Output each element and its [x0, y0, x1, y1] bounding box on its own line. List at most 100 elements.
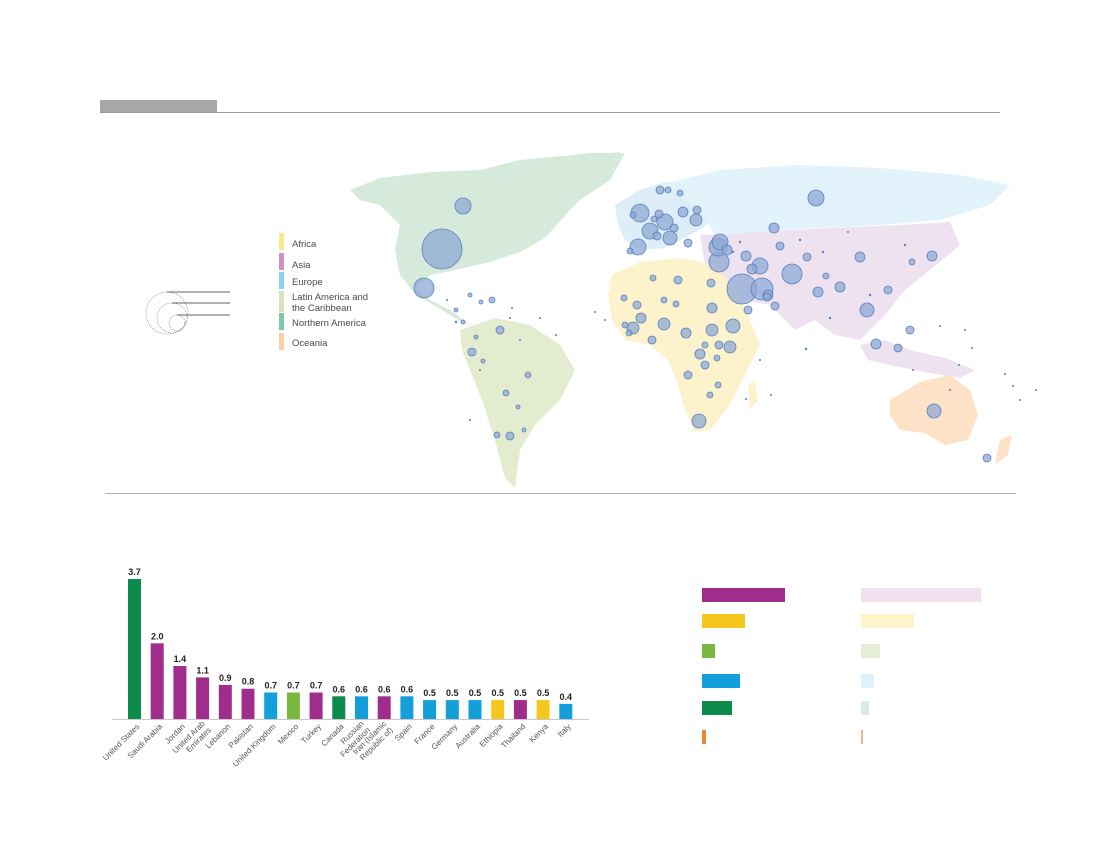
bubble-belgium	[650, 215, 658, 223]
bubble-switzerland	[652, 231, 662, 241]
value-label-france: 0.5	[423, 688, 436, 698]
bar-kenya	[536, 700, 550, 719]
region-bar-b-europe	[861, 674, 874, 688]
bubble-somalia	[743, 305, 753, 315]
bar-iran-islamic-republic-of	[377, 696, 391, 719]
value-label-australia: 0.5	[469, 688, 482, 698]
bar-russian-federation	[355, 696, 368, 719]
bar-australia	[468, 700, 482, 719]
bubble-austria	[669, 223, 679, 233]
bar-pakistan	[241, 688, 255, 719]
value-label-jordan: 1.4	[174, 654, 187, 664]
bubble-pakistan	[781, 263, 803, 285]
region-bar-b-africa	[861, 614, 914, 628]
value-label-turkey: 0.7	[310, 681, 323, 691]
bubble-kuwait	[746, 263, 758, 275]
bubble-chile	[493, 431, 501, 439]
bubble-zimbabwe	[706, 391, 714, 399]
bubble-netherlands	[654, 209, 664, 219]
bar-saudi-arabia	[150, 643, 164, 719]
bubble-brazil	[524, 371, 532, 379]
bubble-greece	[683, 238, 693, 248]
bubble-algeria	[649, 274, 657, 282]
legend-label-europe: Europe	[292, 277, 323, 288]
bubble-bolivia	[502, 389, 510, 397]
value-label-iran-islamic-republic-of: 0.6	[378, 684, 391, 694]
value-label-pakistan: 0.8	[242, 677, 255, 687]
map-small-dots	[446, 231, 1037, 421]
bubble-korea	[908, 258, 916, 266]
region-bar-a-oceania	[702, 730, 706, 744]
legend-label-africa: Africa	[292, 239, 317, 250]
map-southeast-asia	[860, 340, 975, 378]
value-label-spain: 0.6	[401, 684, 414, 694]
bubble-ethiopia	[725, 318, 741, 334]
size-key-large	[145, 291, 189, 335]
map-africa	[608, 258, 760, 432]
bubble-south-africa	[691, 413, 707, 429]
bubble-canada	[454, 197, 472, 215]
bubble-dominican	[488, 296, 496, 304]
value-label-lebanon: 0.9	[219, 673, 232, 683]
bar-united-kingdom	[264, 692, 278, 719]
bubble-iraq	[740, 250, 752, 262]
region-bar-b-asia	[861, 588, 981, 602]
bubble-tanzania	[705, 323, 719, 337]
map-russia	[660, 165, 1010, 235]
region-bar-b-oceania	[861, 730, 863, 744]
bubble-sudan	[706, 302, 718, 314]
bar-united-arab-emirates	[196, 677, 210, 719]
bubble-burkina	[635, 312, 647, 324]
bubble-nigeria	[657, 317, 671, 331]
bubble-mexico	[413, 277, 435, 299]
bubble-germany	[656, 213, 674, 231]
legend-swatch-africa	[279, 233, 284, 250]
value-label-russian-federation: 0.6	[355, 684, 368, 694]
bubble-philippines	[905, 325, 915, 335]
bubble-guinea	[625, 329, 633, 337]
bubble-nepal	[822, 272, 830, 280]
bar-mexico	[286, 692, 300, 719]
bubble-kazakhstan	[768, 222, 780, 234]
bubble-angola	[683, 370, 693, 380]
bubble-japan	[926, 250, 938, 262]
legend-label-asia: Asia	[292, 260, 311, 271]
bar-germany	[445, 700, 459, 719]
bubble-haiti	[478, 299, 484, 305]
bar-jordan	[173, 666, 187, 719]
region-bar-a-latin-america-and-the-caribbean	[702, 644, 715, 658]
value-label-canada: 0.6	[333, 684, 346, 694]
map-madagascar	[748, 380, 758, 410]
map-asia	[700, 222, 960, 340]
value-label-germany: 0.5	[446, 688, 459, 698]
bubble-poland	[677, 206, 689, 218]
bubble-peru	[480, 358, 486, 364]
bubble-portugal	[626, 247, 634, 255]
bubble-united-states	[421, 228, 463, 270]
bubble-cuba	[467, 292, 473, 298]
bubble-niger	[660, 296, 668, 304]
value-label-united-states: 3.7	[128, 567, 141, 577]
bar-italy	[559, 703, 573, 719]
bar-lebanon	[218, 684, 232, 719]
bubble-belarus	[692, 205, 702, 215]
bubble-sweden	[655, 185, 665, 195]
bar-canada	[332, 696, 346, 719]
bubble-ecuador	[473, 334, 479, 340]
map-new-zealand	[995, 435, 1012, 465]
bubble-russia	[807, 189, 825, 207]
header-rule	[100, 112, 1000, 113]
bubble-morocco	[620, 294, 628, 302]
bubble-uruguay	[521, 427, 527, 433]
bubble-paraguay	[515, 404, 521, 410]
value-label-united-arab-emirates: 1.1	[196, 665, 209, 675]
map-legend: Africa Asia Europe Latin America and the…	[279, 233, 368, 350]
legend-label-latin-america: Latin America and	[292, 292, 368, 303]
bubble-guatemala	[453, 307, 459, 313]
bubble-hong-kong	[883, 285, 893, 295]
bubble-costa-rica	[460, 319, 466, 325]
legend-swatch-europe	[279, 272, 284, 289]
bubble-kenya	[723, 340, 737, 354]
